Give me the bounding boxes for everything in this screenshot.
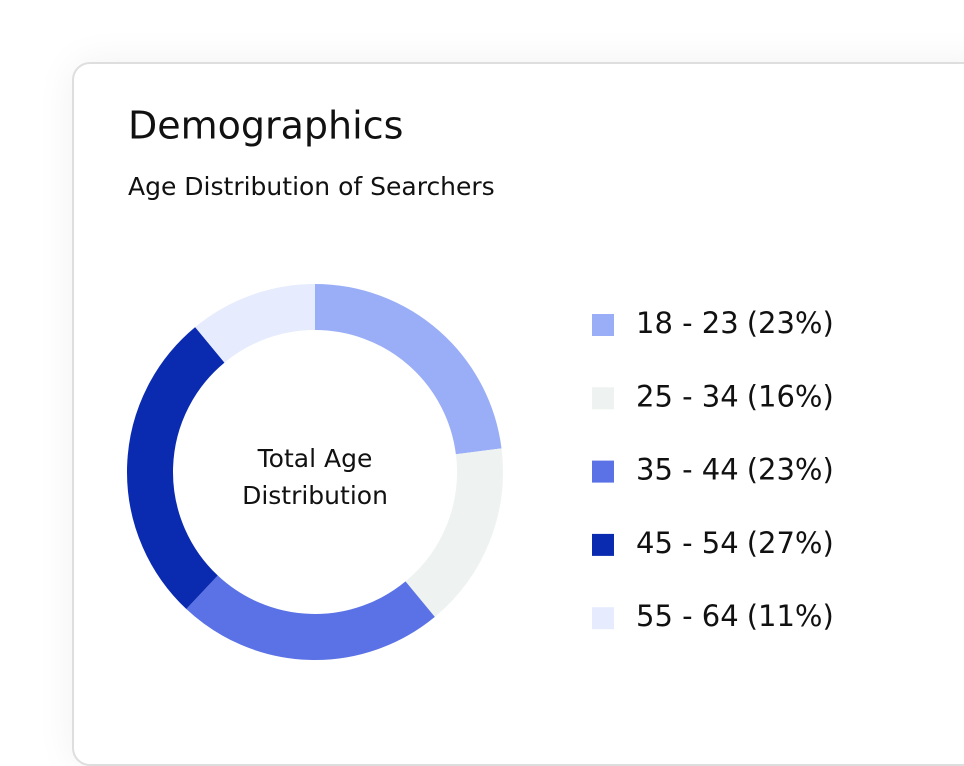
donut-segment [405, 448, 503, 617]
legend-value: (23%) [747, 306, 834, 340]
legend-value: (16%) [747, 379, 834, 413]
legend-label: 18 - 23 [636, 306, 739, 340]
legend-value: (11%) [747, 599, 834, 633]
donut-segment [195, 284, 316, 363]
donut-segment [186, 575, 435, 660]
chart-title: Demographics [128, 104, 403, 148]
chart-subtitle: Age Distribution of Searchers [128, 172, 495, 201]
donut-segment [127, 327, 225, 610]
legend-swatch [592, 460, 614, 483]
legend-label: 35 - 44 [636, 453, 739, 487]
legend-label: 25 - 34 [636, 379, 739, 413]
legend-label: 55 - 64 [636, 599, 739, 633]
chart: Demographics Age Distribution of Searche… [127, 104, 834, 660]
legend-swatch [592, 533, 614, 556]
legend-label: 45 - 54 [636, 526, 739, 560]
legend-value: (27%) [747, 526, 834, 560]
legend-swatch [592, 314, 614, 336]
page: {"chart_data": {"type": "pie", "donut": … [72, 62, 964, 766]
donut-segment [314, 284, 502, 455]
legend-swatch [592, 607, 614, 630]
legend-swatch [592, 387, 614, 410]
card [72, 62, 964, 766]
center-label: Total Age Distribution [242, 444, 388, 510]
legend-value: (23%) [747, 453, 834, 487]
